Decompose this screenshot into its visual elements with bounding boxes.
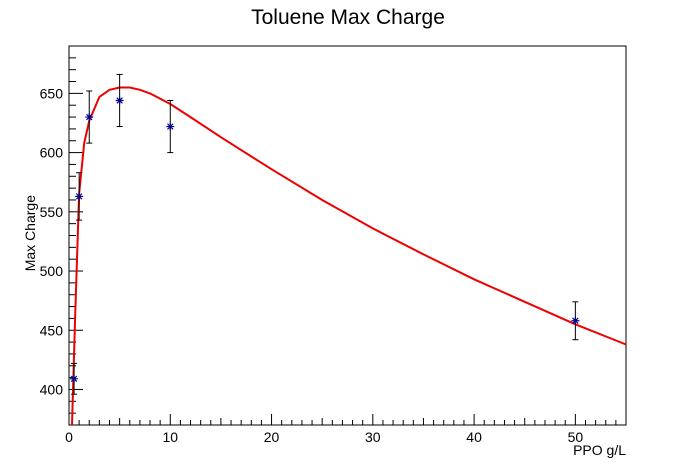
data-point <box>85 90 94 144</box>
y-tick-label: 450 <box>40 322 64 338</box>
y-tick-label: 500 <box>40 263 64 279</box>
x-tick-label: 40 <box>466 429 482 445</box>
data-point <box>115 73 124 128</box>
x-tick-label: 50 <box>568 429 584 445</box>
data-points-layer <box>70 73 580 395</box>
x-axis-label: PPO g/L <box>573 442 626 458</box>
x-axis: 0 10 20 30 40 50 <box>65 414 627 445</box>
fit-curve-layer <box>71 86 627 426</box>
x-tick-label: 10 <box>162 429 178 445</box>
y-axis: 400 450 500 550 600 650 <box>40 45 83 426</box>
x-tick-label: 20 <box>264 429 280 445</box>
x-tick-label: 30 <box>365 429 381 445</box>
y-tick-label: 550 <box>40 204 64 220</box>
data-point <box>70 362 79 395</box>
asterisk-marker <box>85 113 94 122</box>
data-point <box>166 99 175 154</box>
plot-frame <box>68 45 627 426</box>
fit-curve <box>71 86 627 426</box>
x-tick-label: 0 <box>65 429 73 445</box>
asterisk-marker <box>75 192 84 201</box>
y-axis-label: Max Charge <box>22 195 38 271</box>
data-point <box>571 301 580 341</box>
asterisk-marker <box>571 316 580 325</box>
data-point <box>75 172 84 221</box>
y-tick-label: 600 <box>40 145 64 161</box>
asterisk-marker <box>70 374 79 383</box>
y-tick-label: 400 <box>40 381 64 397</box>
chart-title: Toluene Max Charge <box>251 6 445 29</box>
asterisk-marker <box>115 96 124 105</box>
asterisk-marker <box>166 122 175 131</box>
y-tick-label: 650 <box>40 85 64 101</box>
